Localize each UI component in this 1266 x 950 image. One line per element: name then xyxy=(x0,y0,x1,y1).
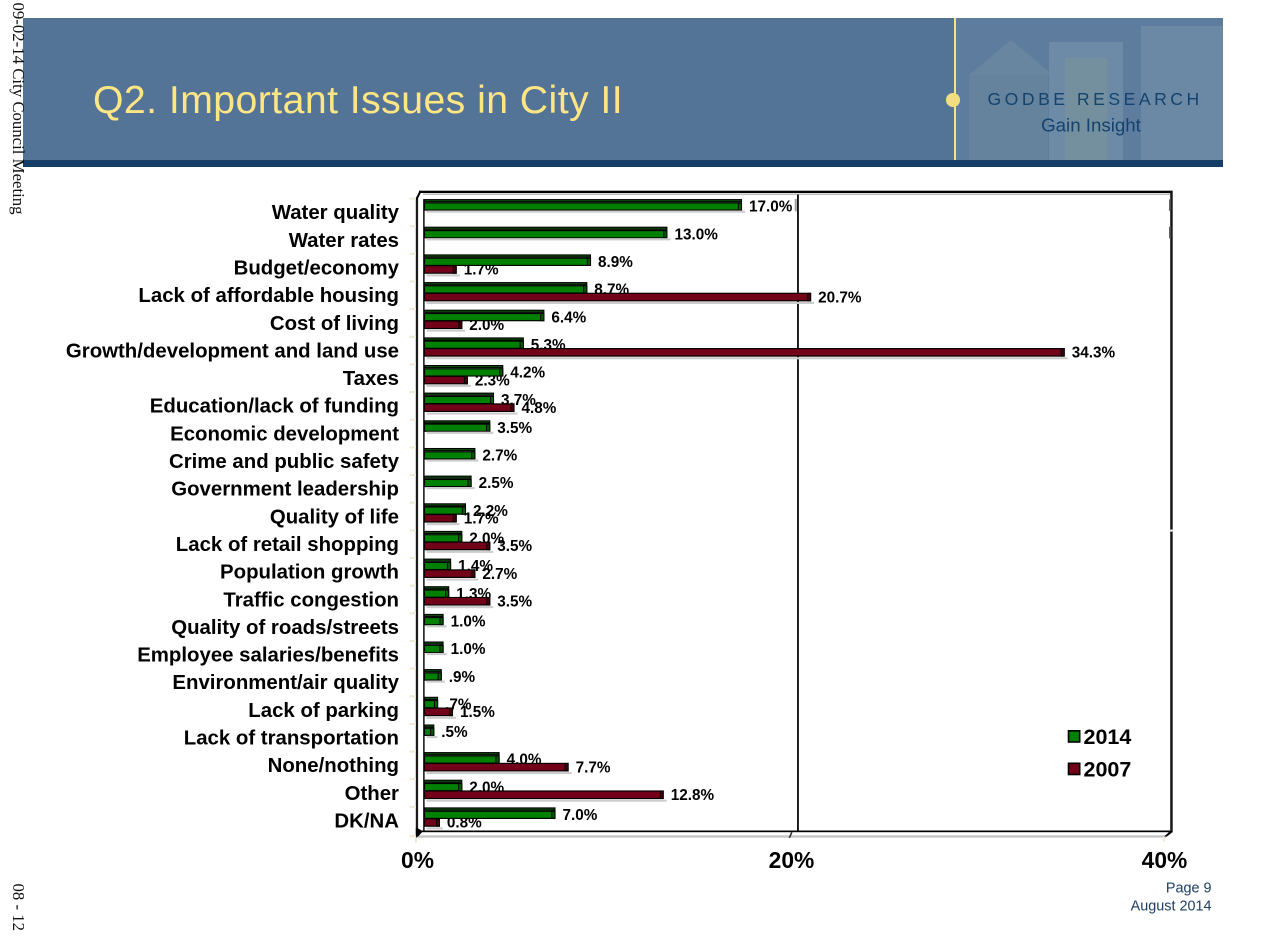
svg-text:4.2%: 4.2% xyxy=(510,365,545,382)
svg-text:.9%: .9% xyxy=(449,669,476,686)
svg-text:2.5%: 2.5% xyxy=(479,475,514,492)
svg-text:7.7%: 7.7% xyxy=(576,759,611,776)
svg-text:12.8%: 12.8% xyxy=(671,787,715,804)
svg-text:40%: 40% xyxy=(1142,847,1188,873)
svg-text:Budget/economy: Budget/economy xyxy=(234,258,400,280)
svg-text:20%: 20% xyxy=(769,847,815,873)
svg-text:1.7%: 1.7% xyxy=(464,511,499,528)
svg-text:2.7%: 2.7% xyxy=(482,448,517,465)
svg-text:20.7%: 20.7% xyxy=(818,289,862,306)
svg-text:Water quality: Water quality xyxy=(272,202,400,224)
svg-text:Lack of transportation: Lack of transportation xyxy=(184,728,399,750)
svg-text:Quality of life: Quality of life xyxy=(270,506,399,528)
svg-text:3.5%: 3.5% xyxy=(497,420,532,437)
svg-text:1.5%: 1.5% xyxy=(460,704,495,721)
svg-text:Gain Insight: Gain Insight xyxy=(1041,115,1142,136)
svg-text:Growth/development and land us: Growth/development and land use xyxy=(66,340,399,362)
svg-text:2007: 2007 xyxy=(1084,757,1132,781)
svg-text:8.9%: 8.9% xyxy=(598,254,633,271)
svg-text:GODBE RESEARCH: GODBE RESEARCH xyxy=(987,89,1202,109)
svg-text:Lack of parking: Lack of parking xyxy=(248,700,399,722)
svg-text:13.0%: 13.0% xyxy=(675,226,719,243)
svg-text:.5%: .5% xyxy=(441,724,468,741)
svg-text:09-02-14 City Council Meeting: 09-02-14 City Council Meeting xyxy=(9,3,28,216)
svg-text:Taxes: Taxes xyxy=(343,368,399,390)
svg-text:August 2014: August 2014 xyxy=(1131,899,1212,915)
svg-text:1.0%: 1.0% xyxy=(451,641,486,658)
svg-text:2.2%: 2.2% xyxy=(473,503,508,520)
svg-text:Other: Other xyxy=(345,783,399,805)
svg-text:7.0%: 7.0% xyxy=(563,807,598,824)
svg-text:None/nothing: None/nothing xyxy=(268,755,399,777)
svg-text:Lack of retail shopping: Lack of retail shopping xyxy=(176,534,399,556)
svg-text:3.5%: 3.5% xyxy=(497,538,532,555)
svg-text:Cost of living: Cost of living xyxy=(270,313,399,335)
svg-text:17.0%: 17.0% xyxy=(749,199,793,216)
svg-text:08 - 12: 08 - 12 xyxy=(9,884,28,932)
svg-text:Lack of affordable housing: Lack of affordable housing xyxy=(138,285,399,307)
svg-text:Quality of roads/streets: Quality of roads/streets xyxy=(171,617,399,639)
svg-text:Population growth: Population growth xyxy=(220,562,399,584)
svg-text:Page 9: Page 9 xyxy=(1166,880,1212,896)
svg-text:Government leadership: Government leadership xyxy=(171,479,399,501)
svg-text:6.4%: 6.4% xyxy=(551,309,586,326)
svg-text:Traffic congestion: Traffic congestion xyxy=(223,589,399,611)
svg-text:Water rates: Water rates xyxy=(289,230,399,252)
svg-text:3.5%: 3.5% xyxy=(497,594,532,611)
svg-text:2.7%: 2.7% xyxy=(482,566,517,583)
svg-text:Education/lack of funding: Education/lack of funding xyxy=(150,396,399,418)
svg-text:0%: 0% xyxy=(401,847,434,873)
svg-text:Economic development: Economic development xyxy=(170,423,399,445)
svg-text:Environment/air quality: Environment/air quality xyxy=(172,672,399,694)
svg-text:Employee salaries/benefits: Employee salaries/benefits xyxy=(137,645,399,667)
svg-text:Crime and public safety: Crime and public safety xyxy=(169,451,400,473)
svg-text:2014: 2014 xyxy=(1084,725,1132,749)
svg-text:34.3%: 34.3% xyxy=(1072,345,1116,362)
svg-text:DK/NA: DK/NA xyxy=(334,811,399,833)
svg-text:4.8%: 4.8% xyxy=(522,400,557,417)
svg-text:1.0%: 1.0% xyxy=(451,614,486,631)
